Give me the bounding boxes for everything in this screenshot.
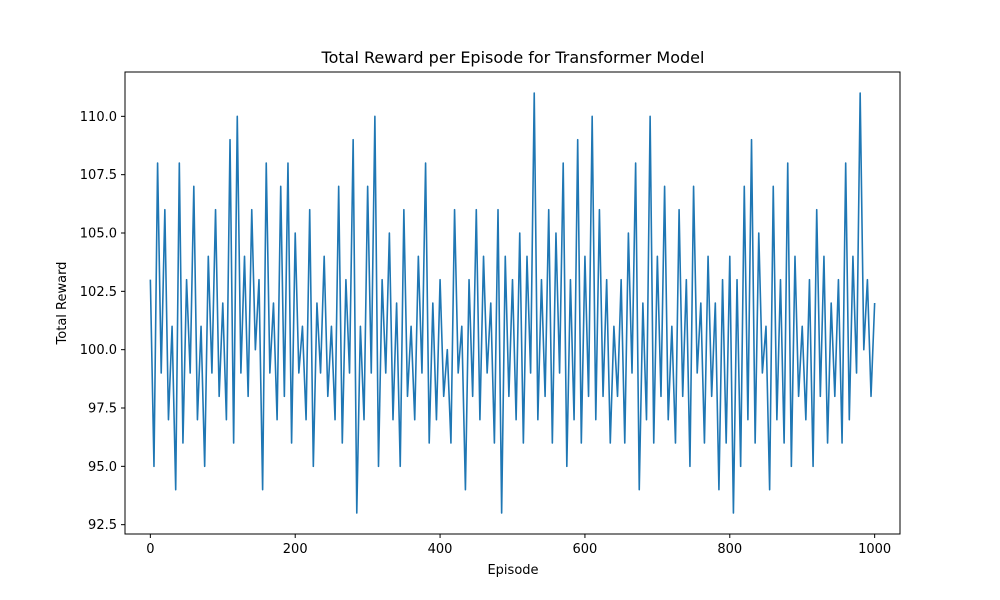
- y-axis-label: Total Reward: [55, 262, 70, 346]
- y-tick-label: 92.5: [88, 518, 117, 533]
- x-axis-label: Episode: [487, 563, 538, 578]
- y-tick-label: 95.0: [88, 460, 117, 475]
- x-tick-label: 0: [146, 542, 154, 557]
- y-axis-ticks: 92.5 95.0 97.5 100.0 102.5 105.0 107.5 110.0: [80, 110, 125, 533]
- y-tick-label: 97.5: [88, 402, 117, 417]
- x-tick-label: 400: [428, 542, 453, 557]
- y-tick-label: 107.5: [80, 168, 117, 183]
- y-tick-label: 110.0: [80, 110, 117, 125]
- x-tick-label: 600: [573, 542, 598, 557]
- plot-frame: [124, 71, 901, 535]
- series-layer: [149, 92, 876, 514]
- chart-title: Total Reward per Episode for Transformer…: [321, 48, 705, 67]
- y-tick-label: 105.0: [80, 227, 117, 242]
- x-tick-label: 1000: [858, 542, 891, 557]
- x-axis-ticks: 0 200 400 600 800 1000: [146, 534, 891, 557]
- x-tick-label: 200: [283, 542, 308, 557]
- y-tick-label: 102.5: [80, 285, 117, 300]
- series-line-0: [149, 92, 876, 514]
- y-tick-label: 100.0: [80, 343, 117, 358]
- x-tick-label: 800: [717, 542, 742, 557]
